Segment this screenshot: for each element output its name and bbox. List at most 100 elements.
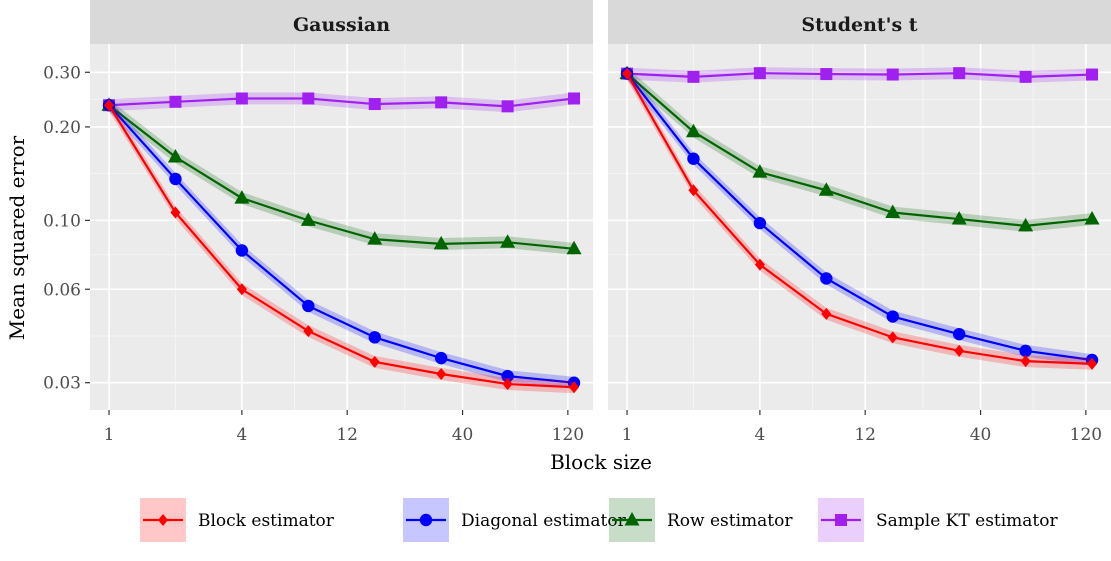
data-point: [1019, 70, 1032, 83]
data-point: [367, 231, 383, 245]
panel-2: Student's t 1 4 12 40 120: [608, 0, 1111, 445]
data-point: [234, 190, 250, 204]
data-point: [820, 272, 833, 285]
data-point: [818, 182, 834, 196]
y-tick-label: 0.10: [43, 211, 81, 231]
data-point: [302, 92, 315, 105]
data-point: [754, 258, 765, 271]
legend-key-marker: [419, 513, 433, 527]
data-point: [368, 98, 381, 111]
x-tick-label: 12: [336, 425, 358, 445]
panel-strip: [90, 0, 593, 44]
x-tick-label: 1: [622, 425, 633, 445]
x-tick-label: 40: [452, 425, 474, 445]
data-point: [302, 299, 315, 313]
y-tick-label: 0.03: [43, 374, 81, 394]
data-point: [569, 381, 580, 394]
data-point: [566, 240, 582, 255]
y-tick-label: 0.30: [43, 63, 81, 83]
data-point: [169, 172, 182, 186]
data-point: [687, 70, 700, 83]
legend: Block estimator Diagonal estimator Row est…: [140, 498, 1059, 542]
data-point: [951, 211, 967, 225]
data-point: [568, 92, 581, 105]
y-tick-label: 0.06: [43, 280, 81, 300]
data-point: [953, 67, 966, 80]
panel-title: Student's t: [801, 14, 917, 36]
series-block-estimator: [622, 67, 1098, 370]
series-line: [108, 97, 575, 108]
data-point: [235, 244, 249, 257]
x-tick-label: 120: [552, 425, 584, 445]
x-tick-label: 1: [104, 425, 115, 445]
data-point: [436, 367, 447, 380]
data-point: [886, 68, 899, 81]
legend-item-block-estimator: Block estimator: [140, 498, 335, 542]
series-block-estimator: [104, 99, 580, 394]
data-point: [687, 152, 700, 165]
data-point: [685, 123, 701, 138]
y-tick-label: 0.20: [43, 118, 81, 138]
series-line: [626, 72, 1093, 78]
series-line: [626, 72, 1093, 227]
data-point: [502, 378, 513, 391]
series-sample-kt-estimator: [621, 67, 1099, 83]
series-ribbon: [109, 99, 575, 255]
x-tick-label: 4: [236, 425, 247, 445]
data-point: [622, 67, 633, 80]
panel-strip: [608, 0, 1111, 44]
series-ribbon: [109, 99, 575, 394]
x-axis-title: Block size: [550, 450, 652, 474]
series-line: [626, 73, 1093, 365]
legend-label: Block estimator: [198, 511, 335, 531]
data-point: [170, 206, 181, 219]
data-point: [369, 355, 380, 368]
data-point: [169, 95, 182, 108]
data-point: [300, 212, 316, 226]
data-point: [820, 68, 833, 81]
data-point: [500, 234, 516, 248]
panel-title: Gaussian: [293, 14, 390, 36]
data-point: [952, 327, 966, 341]
series-line: [108, 104, 575, 389]
data-point: [1018, 217, 1034, 232]
data-point: [887, 331, 898, 344]
data-point: [1087, 357, 1098, 370]
legend-key-marker: [835, 514, 847, 526]
data-point: [501, 369, 514, 383]
legend-key-marker: [158, 514, 168, 526]
data-point: [821, 307, 832, 320]
data-point: [753, 67, 766, 80]
data-point: [501, 100, 514, 113]
series-row-estimator: [619, 65, 1100, 232]
legend-item-diagonal-estimator: Diagonal estimator: [403, 498, 627, 542]
data-point: [235, 92, 248, 105]
data-point: [752, 164, 768, 178]
x-tick-label: 40: [970, 425, 992, 445]
data-point: [435, 96, 448, 109]
series-group: [101, 92, 582, 394]
data-point: [1084, 211, 1100, 225]
series-ribbon: [109, 92, 575, 113]
data-point: [954, 344, 965, 357]
series-line: [626, 72, 1093, 362]
legend-label: Row estimator: [667, 511, 793, 531]
y-axis: 0.03 0.06 0.10 0.20 0.30: [43, 63, 90, 394]
legend-item-sample-kt-estimator: Sample KT estimator: [818, 498, 1059, 542]
data-point: [236, 283, 247, 296]
series-group: [619, 65, 1100, 370]
data-point: [1019, 344, 1032, 358]
data-point: [104, 99, 115, 112]
series-diagonal-estimator: [620, 67, 1099, 367]
data-point: [433, 235, 449, 250]
legend-item-row-estimator: Row estimator: [609, 498, 793, 542]
data-point: [753, 216, 767, 230]
data-point: [1086, 68, 1099, 81]
data-point: [303, 325, 314, 338]
data-point: [167, 149, 183, 163]
legend-label: Sample KT estimator: [876, 511, 1059, 531]
panel-1: Gaussian 1 4 12 40 120: [90, 0, 593, 445]
y-axis-title: Mean squared error: [5, 135, 29, 340]
data-point: [885, 204, 901, 219]
